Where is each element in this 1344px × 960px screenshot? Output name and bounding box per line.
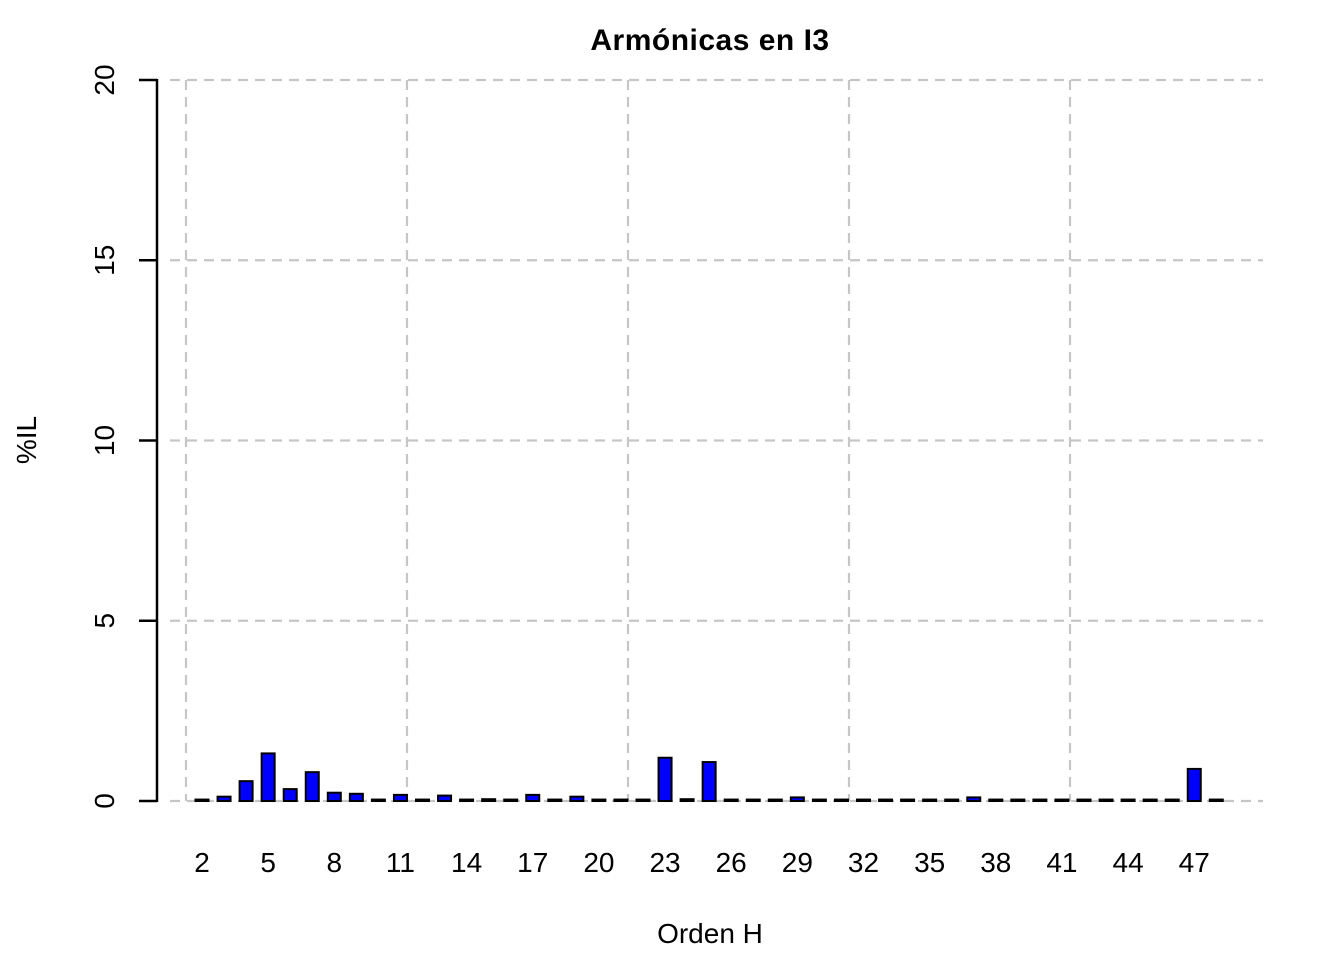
bar [723, 798, 739, 802]
y-tick-label: 20 [89, 64, 120, 95]
bar [326, 791, 342, 802]
bar [260, 752, 276, 802]
x-tick-label: 26 [716, 847, 747, 878]
y-tick-label: 10 [89, 425, 120, 456]
bar [679, 798, 695, 803]
bar [370, 798, 386, 802]
bar [1098, 798, 1114, 802]
bar [282, 788, 298, 803]
bar [701, 761, 717, 802]
chart-title: Armónicas en I3 [590, 24, 830, 57]
bar [1186, 767, 1202, 803]
bar [856, 798, 871, 802]
bar [635, 798, 651, 802]
bar [1208, 798, 1224, 802]
x-axis-label: Orden H [657, 918, 763, 949]
x-tick-label: 2 [194, 847, 210, 878]
bar [1164, 798, 1180, 802]
bar [569, 795, 585, 803]
bar [789, 796, 805, 803]
bar [525, 793, 541, 803]
bar [966, 796, 982, 803]
bar [1010, 798, 1026, 802]
bar [216, 795, 232, 803]
x-tick-label: 35 [914, 847, 945, 878]
bar [922, 798, 938, 802]
x-tick-label: 38 [980, 847, 1011, 878]
bar [238, 780, 254, 802]
x-tick-label: 8 [327, 847, 343, 878]
y-axis-label: %IL [11, 415, 42, 465]
x-tick-label: 41 [1046, 847, 1077, 878]
bar [591, 798, 607, 802]
y-tick-label: 0 [89, 793, 120, 809]
bar [415, 798, 430, 802]
x-tick-label: 17 [517, 847, 548, 878]
bar [304, 771, 320, 802]
bar [1054, 798, 1070, 802]
bar [1032, 798, 1048, 802]
bar [1120, 798, 1136, 802]
x-tick-label: 44 [1113, 847, 1144, 878]
bar [657, 756, 673, 802]
bar [988, 798, 1004, 802]
bar [194, 798, 210, 802]
bar [878, 798, 894, 802]
bar [745, 798, 761, 802]
bar [811, 798, 827, 802]
bar [833, 798, 849, 802]
x-tick-label: 14 [451, 847, 482, 878]
bar [1076, 798, 1092, 802]
x-tick-label: 20 [583, 847, 614, 878]
y-tick-label: 5 [89, 613, 120, 629]
bar [944, 798, 960, 802]
x-tick-label: 47 [1179, 847, 1210, 878]
bar [503, 798, 519, 802]
x-tick-label: 29 [782, 847, 813, 878]
x-tick-label: 23 [649, 847, 680, 878]
bar [767, 798, 783, 802]
x-tick-label: 5 [260, 847, 276, 878]
bar [613, 798, 629, 802]
x-tick-label: 11 [386, 847, 415, 878]
bar [547, 798, 563, 802]
bar [459, 798, 475, 802]
y-tick-label: 15 [89, 245, 120, 276]
bar [900, 798, 916, 802]
bar [437, 794, 453, 803]
x-tick-label: 32 [848, 847, 879, 878]
bar [1142, 798, 1158, 802]
bar [481, 798, 497, 803]
bar [348, 792, 364, 802]
bar [392, 793, 408, 803]
